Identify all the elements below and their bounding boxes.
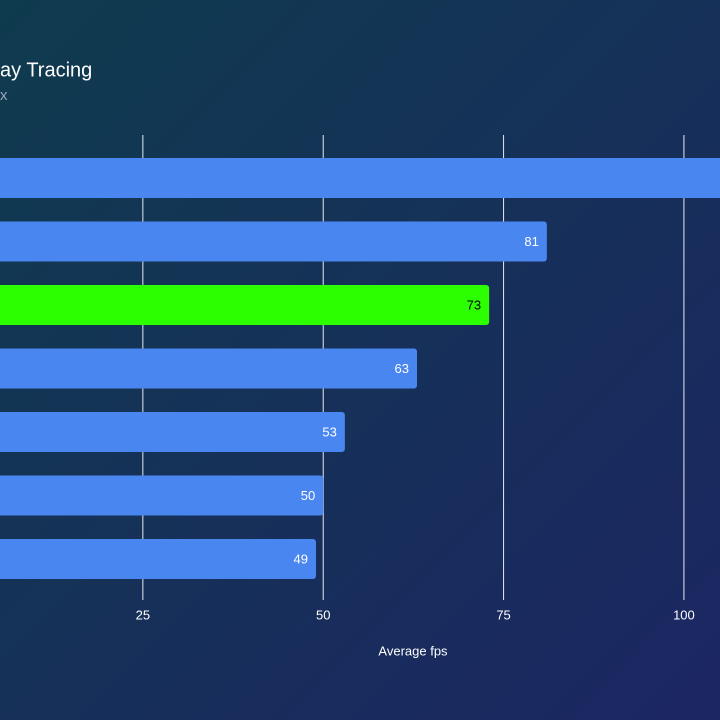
bar [0, 348, 417, 389]
bar [0, 539, 316, 579]
value-label: 63 [395, 361, 409, 376]
chart-title: ay Tracing [0, 59, 92, 81]
chart-subtitle: x [0, 87, 8, 104]
value-label: 81 [524, 234, 538, 249]
x-tick-label: 50 [316, 607, 330, 622]
x-tick-label: 75 [496, 607, 510, 622]
value-label: 50 [301, 488, 315, 503]
value-label: 53 [322, 424, 336, 439]
bar [0, 158, 720, 198]
value-label: 49 [294, 551, 308, 566]
bar [0, 221, 547, 262]
bar [0, 285, 490, 325]
bar [0, 475, 324, 516]
bar [0, 412, 345, 452]
value-label: 73 [467, 297, 481, 312]
x-tick-label: 25 [136, 607, 150, 622]
x-axis-label: Average fps [378, 643, 448, 658]
x-tick-label: 100 [673, 607, 695, 622]
